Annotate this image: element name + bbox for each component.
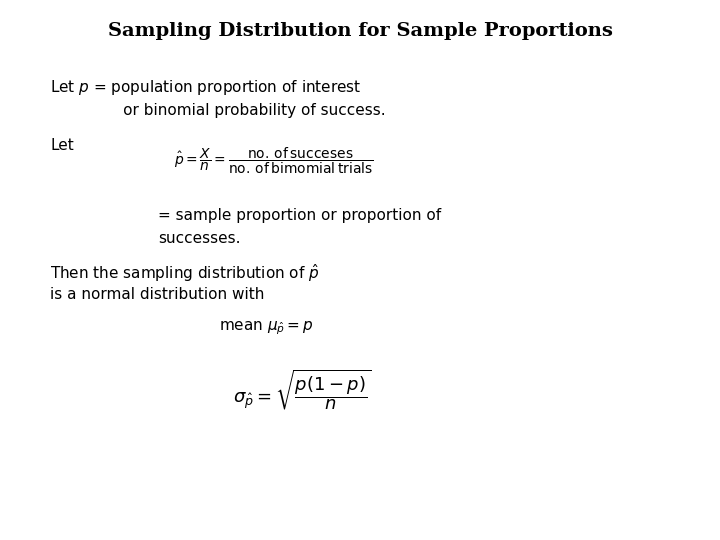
Text: Let: Let xyxy=(50,138,74,153)
Text: Sampling Distribution for Sample Proportions: Sampling Distribution for Sample Proport… xyxy=(107,22,613,39)
Text: $\sigma_{\hat{p}} = \sqrt{\dfrac{p(1-p)}{n}}$: $\sigma_{\hat{p}} = \sqrt{\dfrac{p(1-p)}… xyxy=(233,367,372,411)
Text: = sample proportion or proportion of: = sample proportion or proportion of xyxy=(158,208,441,223)
Text: mean $\mu_{\hat{p}} = p$: mean $\mu_{\hat{p}} = p$ xyxy=(219,320,314,338)
Text: Let $p$ = population proportion of interest: Let $p$ = population proportion of inter… xyxy=(50,78,362,97)
Text: successes.: successes. xyxy=(158,231,241,246)
Text: Then the sampling distribution of $\hat{p}$: Then the sampling distribution of $\hat{… xyxy=(50,262,320,284)
Text: is a normal distribution with: is a normal distribution with xyxy=(50,287,265,302)
Text: or binomial probability of success.: or binomial probability of success. xyxy=(50,103,386,118)
Text: $\hat{p} = \dfrac{X}{n} = \dfrac{\mathrm{no.\,of\,succeses}}{\mathrm{no.\,of\,bi: $\hat{p} = \dfrac{X}{n} = \dfrac{\mathrm… xyxy=(174,146,374,176)
